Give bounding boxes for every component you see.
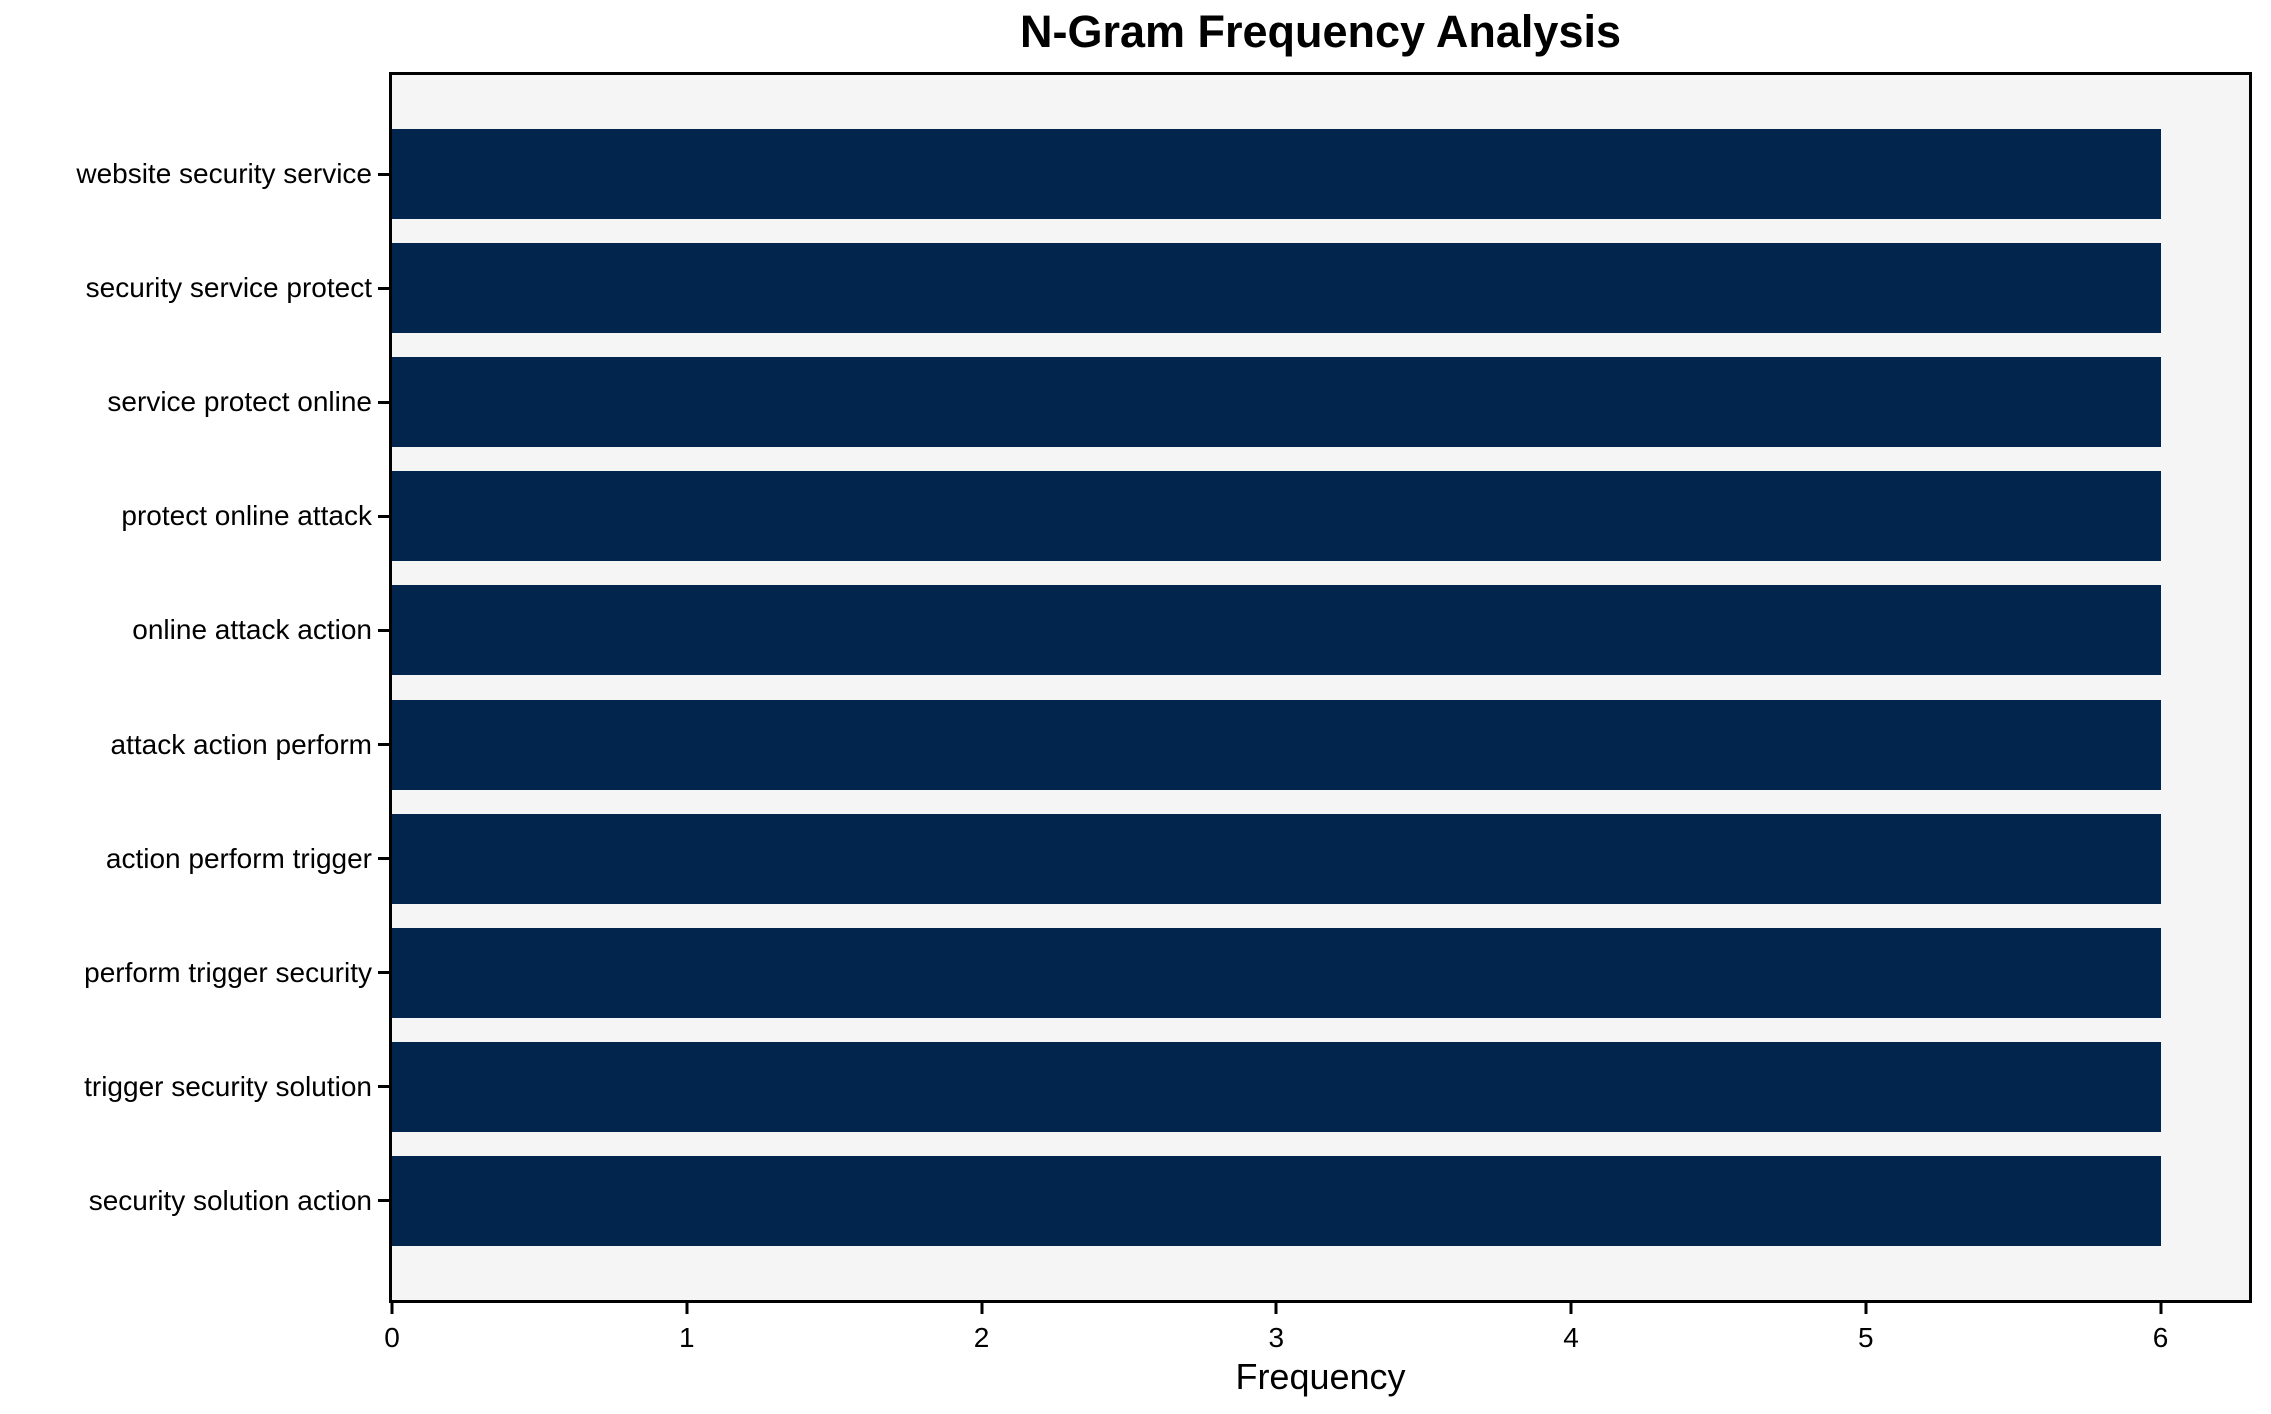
chart-title: N-Gram Frequency Analysis: [1019, 6, 1622, 57]
y-tick-mark: [378, 172, 389, 176]
y-tick-label: website security service: [76, 158, 372, 189]
y-tick-mark: [378, 286, 389, 290]
x-tick-mark: [390, 1303, 394, 1314]
bar: [392, 585, 2161, 676]
x-tick-label: 4: [1563, 1322, 1579, 1353]
bar: [392, 471, 2161, 562]
x-tick-label: 1: [678, 1322, 695, 1353]
bar: [392, 927, 2161, 1018]
x-tick-label: 2: [973, 1322, 990, 1353]
x-tick-mark: [685, 1303, 689, 1314]
y-tick-label: protect online attack: [121, 500, 372, 532]
bar: [392, 699, 2161, 790]
y-tick-mark: [378, 628, 389, 632]
bar: [392, 1155, 2161, 1246]
bar: [392, 129, 2161, 219]
x-tick-mark: [1864, 1303, 1868, 1314]
y-tick-label: service protect online: [107, 386, 372, 418]
y-tick-mark: [378, 857, 389, 861]
y-tick-label: security service protect: [85, 272, 372, 304]
x-tick-mark: [1569, 1303, 1573, 1314]
y-tick-label: attack action perform: [110, 728, 372, 760]
bar: [392, 357, 2161, 448]
x-axis-label: Frequency: [1235, 1356, 1406, 1397]
bar: [392, 1041, 2161, 1132]
y-tick-label: action perform trigger: [105, 842, 372, 874]
x-tick-mark: [2159, 1303, 2163, 1314]
y-tick-label: online attack action: [132, 614, 372, 646]
y-tick-mark: [378, 400, 389, 404]
y-tick-mark: [378, 971, 389, 975]
bar: [392, 813, 2161, 904]
x-tick-mark: [1274, 1303, 1278, 1314]
y-tick-mark: [378, 743, 389, 746]
plot-area: [389, 72, 2252, 1303]
y-tick-mark: [378, 514, 389, 518]
bar: [392, 243, 2161, 334]
y-tick-label: security solution action: [88, 1184, 372, 1216]
y-tick-label: perform trigger security: [84, 956, 372, 988]
x-tick-label: 3: [1268, 1322, 1285, 1353]
y-tick-label: trigger security solution: [84, 1070, 372, 1102]
x-tick-label: 6: [2152, 1322, 2169, 1353]
y-tick-mark: [378, 1199, 389, 1203]
x-tick-label: 5: [1858, 1322, 1874, 1353]
x-tick-mark: [980, 1303, 984, 1314]
x-tick-label: 0: [384, 1322, 400, 1353]
y-tick-mark: [378, 1085, 389, 1089]
